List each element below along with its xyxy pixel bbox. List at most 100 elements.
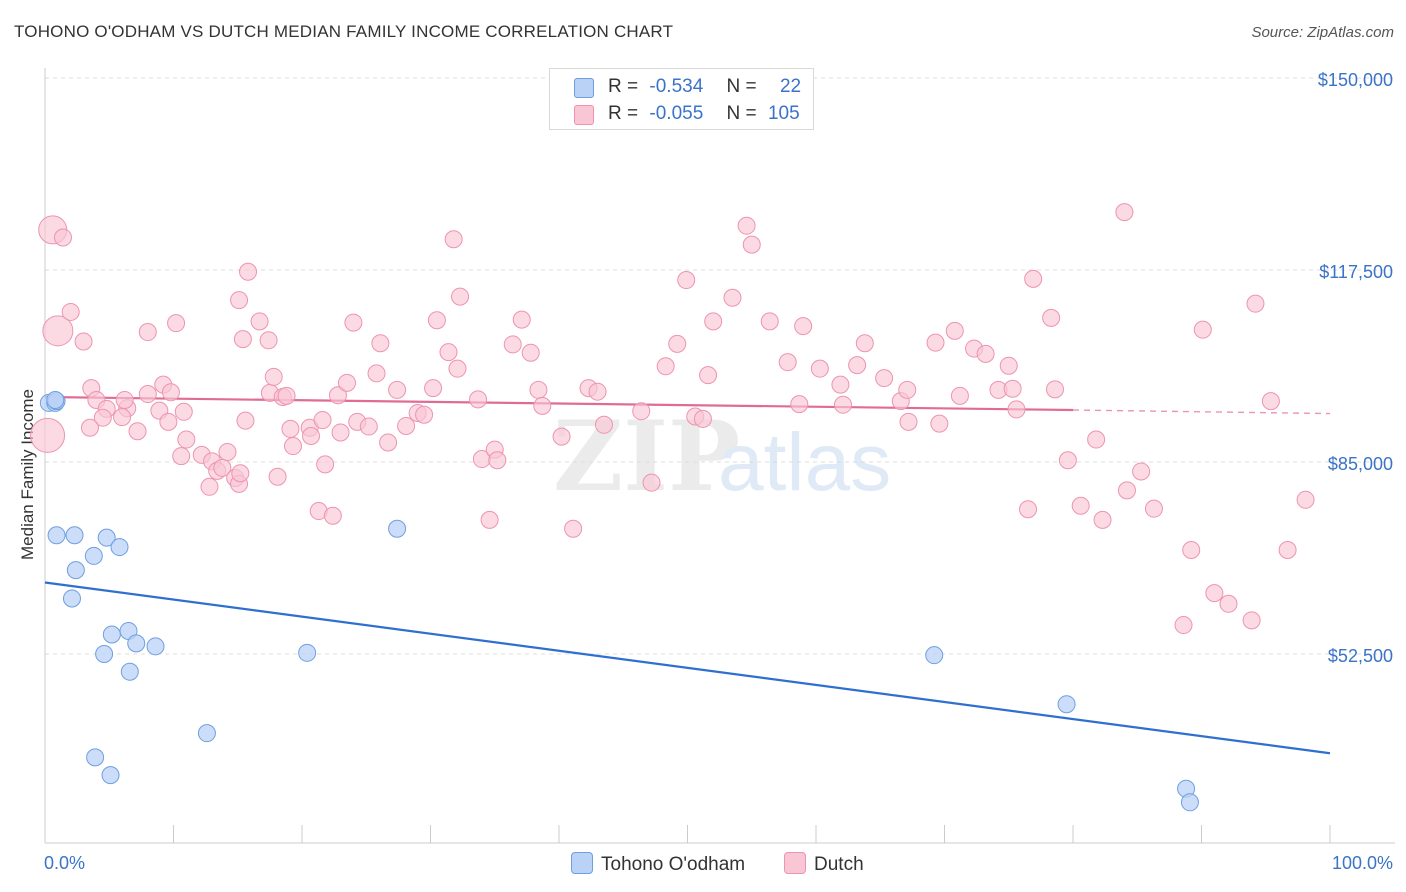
dutch-point-102	[810, 359, 829, 378]
dutch-point-37	[250, 312, 269, 331]
dutch-point-69	[451, 287, 470, 306]
dutch-point-21	[174, 402, 193, 421]
dutch-point-61	[388, 380, 407, 399]
dutch-point-73	[480, 510, 499, 529]
source-label: Source: ZipAtlas.com	[1251, 24, 1394, 41]
dutch-point-2	[42, 315, 74, 347]
dutch-point-94	[704, 312, 723, 331]
dutch-point-71	[469, 390, 488, 409]
axes	[44, 68, 1395, 844]
dutch-point-123	[1042, 308, 1061, 327]
dutch-point-42	[277, 386, 296, 405]
dutch-point-129	[1115, 203, 1134, 222]
tohono-trend-line	[44, 581, 1331, 755]
tohono-point-24	[1180, 793, 1199, 812]
tohono-point-9	[110, 538, 129, 557]
dutch-point-53	[328, 386, 347, 405]
dutch-point-45	[284, 437, 303, 456]
dutch-point-70	[444, 230, 463, 249]
dutch-point-36	[239, 262, 258, 281]
tohono-point-7	[84, 546, 103, 565]
dutch-point-93	[699, 366, 718, 385]
dutch-point-112	[926, 333, 945, 352]
dutch-point-111	[930, 414, 949, 433]
dutch-point-126	[1071, 496, 1090, 515]
dutch-point-122	[1024, 269, 1043, 288]
dutch-legend-label: Dutch	[814, 854, 864, 875]
dutch-point-121	[1019, 500, 1038, 519]
dutch-point-128	[1093, 510, 1112, 529]
dutch-point-92	[693, 409, 712, 428]
dutch-point-51	[323, 506, 342, 525]
dutch-point-9	[80, 418, 99, 437]
y-tick-label-3: $150,000	[1318, 70, 1393, 90]
tohono-point-17	[120, 662, 139, 681]
tohono-point-5	[65, 526, 84, 545]
dutch-point-100	[790, 395, 809, 414]
dutch-point-139	[1246, 294, 1265, 313]
dutch-point-114	[950, 386, 969, 405]
tohono-point-16	[298, 643, 317, 662]
dutch-point-97	[742, 235, 761, 254]
dutch-point-55	[337, 373, 356, 392]
r-value-dutch: -0.055	[649, 103, 704, 124]
dutch-point-14	[138, 385, 157, 404]
dutch-point-35	[233, 330, 252, 349]
chart-title: TOHONO O'ODHAM VS DUTCH MEDIAN FAMILY IN…	[14, 22, 674, 41]
tohono-swatch	[574, 78, 594, 98]
dutch-point-26	[200, 477, 219, 496]
dutch-point-109	[898, 380, 917, 399]
y-tick-label-1: $85,000	[1328, 454, 1393, 474]
dutch-point-127	[1087, 430, 1106, 449]
dutch-point-82	[564, 519, 583, 538]
tohono-point-8	[66, 561, 85, 580]
dutch-point-18	[159, 412, 178, 431]
dutch-point-89	[668, 334, 687, 353]
dutch-point-60	[379, 433, 398, 452]
dutch-point-52	[331, 423, 350, 442]
y-tick-label-2: $117,500	[1319, 262, 1393, 282]
dutch-point-133	[1174, 616, 1193, 635]
dutch-point-12	[113, 408, 132, 427]
dutch-point-65	[424, 379, 443, 398]
dutch-point-16	[138, 323, 157, 342]
gridlines	[45, 77, 1395, 655]
legend-text-dutch: R = -0.055 N = 105	[608, 103, 800, 125]
dutch-point-large	[30, 417, 66, 453]
dutch-point-47	[301, 427, 320, 446]
dutch-point-113	[945, 321, 964, 340]
dutch-point-141	[1278, 541, 1297, 560]
dutch-point-19	[161, 383, 180, 402]
tohono-legend-swatch	[571, 852, 593, 874]
dutch-point-77	[512, 310, 531, 329]
dutch-point-4	[74, 332, 93, 351]
tohono-point-3	[46, 390, 65, 409]
tohono-point-21	[925, 646, 944, 665]
dutch-point-54	[344, 313, 363, 332]
dutch-point-76	[503, 335, 522, 354]
dutch-point-99	[778, 353, 797, 372]
dutch-point-33	[236, 411, 255, 430]
dutch-point-142	[1296, 490, 1315, 509]
dutch-point-78	[521, 343, 540, 362]
dutch-point-32	[231, 464, 250, 483]
dutch-point-87	[642, 473, 661, 492]
tohono-point-25	[388, 519, 407, 538]
x-tick-label-1: 100.0%	[1332, 853, 1393, 873]
dutch-point-49	[316, 455, 335, 474]
tohono-points	[39, 390, 1199, 812]
legend-text-tohono: R = -0.534 N = 22	[608, 76, 801, 98]
dutch-point-3	[61, 302, 80, 321]
n-label: N =	[726, 76, 757, 97]
dutch-trend-line-dashed	[1072, 409, 1331, 415]
dutch-point-136	[1205, 584, 1224, 603]
dutch-point-40	[264, 367, 283, 386]
dutch-point-13	[128, 422, 147, 441]
tohono-point-13	[127, 634, 146, 653]
dutch-point-101	[794, 317, 813, 336]
dutch-point-125	[1058, 451, 1077, 470]
dutch-point-8	[93, 408, 112, 427]
x-tick-label-0: 0.0%	[44, 853, 85, 873]
tohono-point-12	[102, 625, 121, 644]
dutch-point-138	[1242, 611, 1261, 630]
